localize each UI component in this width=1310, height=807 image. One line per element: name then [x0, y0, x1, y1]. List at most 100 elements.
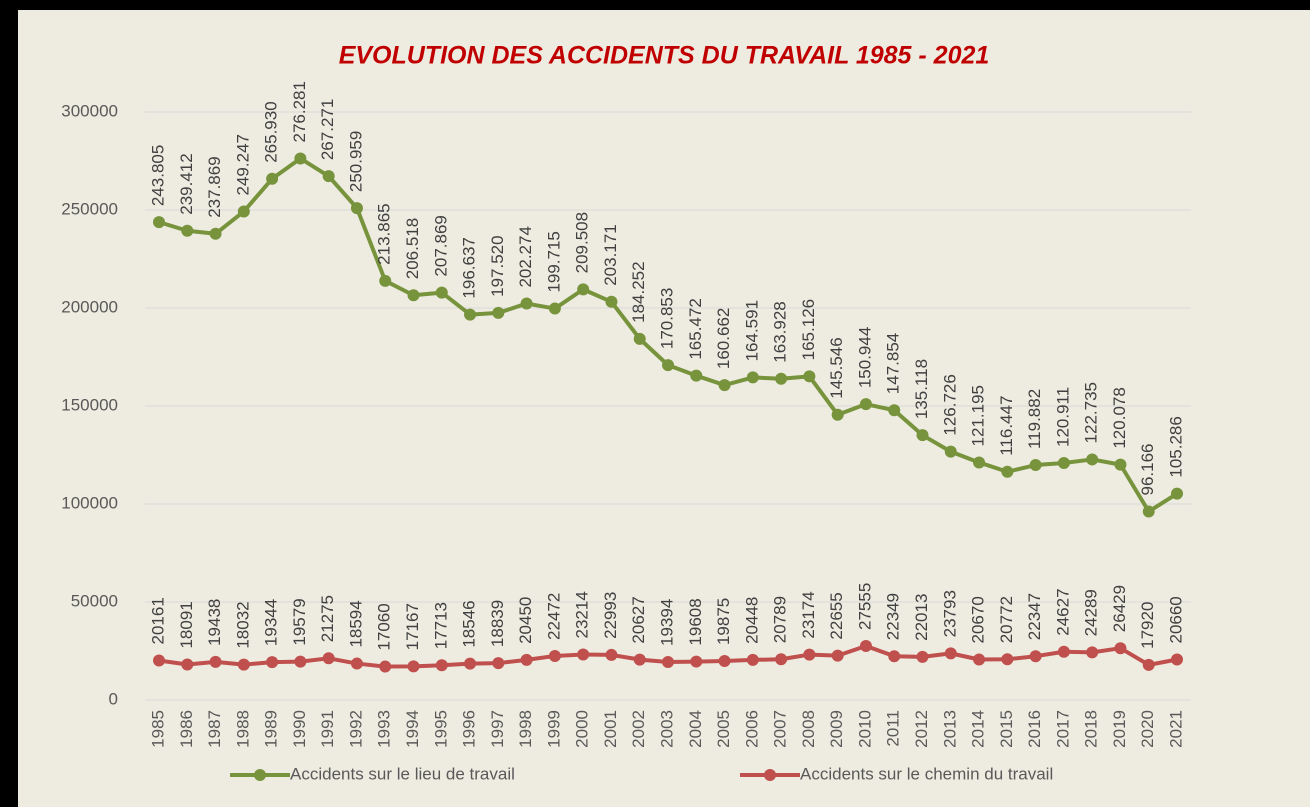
data-label: 164.591 [742, 300, 761, 361]
data-label: 22347 [1025, 593, 1044, 640]
data-point [1086, 646, 1099, 659]
data-point [973, 653, 986, 666]
data-point [803, 370, 816, 383]
x-tick-label: 2018 [1082, 710, 1101, 748]
data-label: 265.930 [262, 101, 281, 162]
data-point [831, 408, 844, 421]
data-label: 18091 [177, 601, 196, 648]
data-point [633, 653, 646, 666]
x-tick-label: 1994 [403, 710, 422, 748]
data-label: 249.247 [233, 134, 252, 195]
x-tick-label: 2003 [657, 710, 676, 748]
data-point [916, 429, 929, 442]
data-point [1142, 658, 1155, 671]
data-point [435, 286, 448, 299]
data-label: 17713 [431, 602, 450, 649]
data-label: 122.735 [1082, 382, 1101, 443]
data-label: 145.546 [827, 337, 846, 398]
y-tick-label: 200000 [61, 297, 118, 316]
data-point [633, 332, 646, 345]
data-point [322, 652, 335, 665]
x-tick-label: 2012 [912, 710, 931, 748]
data-point [803, 648, 816, 661]
data-label: 202.274 [516, 226, 535, 287]
y-tick-label: 50000 [71, 591, 118, 610]
x-tick-label: 2015 [997, 710, 1016, 748]
x-tick-label: 1989 [262, 710, 281, 748]
data-point [520, 297, 533, 310]
data-label: 150.944 [855, 327, 874, 388]
data-label: 19394 [657, 599, 676, 646]
x-tick-label: 1992 [346, 710, 365, 748]
legend-marker [254, 769, 266, 781]
data-label: 213.865 [375, 203, 394, 264]
x-tick-label: 1995 [431, 710, 450, 748]
data-label: 116.447 [997, 396, 1016, 456]
data-label: 18546 [460, 600, 479, 647]
data-label: 206.518 [403, 218, 422, 279]
data-label: 105.286 [1166, 416, 1185, 477]
data-point [831, 649, 844, 662]
x-tick-label: 1996 [460, 710, 479, 748]
data-label: 120.911 [1053, 387, 1072, 447]
data-label: 22993 [601, 592, 620, 639]
data-point [718, 655, 731, 668]
data-point [209, 227, 222, 240]
data-label: 27555 [855, 583, 874, 630]
data-label: 199.715 [544, 231, 563, 292]
x-tick-label: 1990 [290, 710, 309, 748]
data-point [520, 653, 533, 666]
y-tick-label: 250000 [61, 199, 118, 218]
data-label: 23174 [799, 591, 818, 638]
data-label: 17167 [403, 603, 422, 650]
data-label: 96.166 [1138, 444, 1157, 496]
data-label: 20660 [1166, 596, 1185, 643]
data-point [1057, 645, 1070, 658]
data-point [1114, 642, 1127, 655]
x-tick-label: 2014 [969, 710, 988, 748]
data-point [859, 639, 872, 652]
x-tick-label: 1991 [318, 710, 337, 748]
data-point [492, 657, 505, 670]
x-tick-label: 1997 [488, 710, 507, 748]
data-point [294, 655, 307, 668]
data-point [379, 274, 392, 287]
data-point [492, 306, 505, 319]
data-label: 237.869 [205, 156, 224, 217]
data-point [859, 398, 872, 411]
x-tick-label: 2000 [573, 710, 592, 748]
data-point [1086, 453, 1099, 466]
data-point [322, 170, 335, 183]
data-point [181, 224, 194, 237]
data-label: 20670 [969, 596, 988, 643]
data-label: 22472 [544, 593, 563, 640]
data-point [662, 359, 674, 372]
data-label: 165.472 [686, 298, 705, 359]
data-label: 135.118 [912, 359, 931, 419]
data-label: 19579 [290, 598, 309, 645]
data-label: 18839 [488, 600, 507, 647]
data-point [350, 202, 363, 215]
data-label: 22349 [884, 593, 903, 640]
data-point [775, 653, 788, 666]
data-point [916, 650, 929, 663]
y-tick-label: 300000 [61, 101, 118, 120]
x-tick-label: 2017 [1053, 710, 1072, 748]
data-point [266, 172, 279, 185]
data-label: 160.662 [714, 308, 733, 369]
x-tick-label: 2021 [1166, 710, 1185, 748]
data-label: 121.195 [969, 385, 988, 446]
data-point [266, 656, 279, 669]
data-point [577, 283, 590, 296]
data-label: 184.252 [629, 261, 648, 322]
data-point [1001, 465, 1014, 478]
x-tick-label: 1993 [375, 710, 394, 748]
y-tick-label: 150000 [61, 395, 118, 414]
data-label: 267.271 [318, 99, 337, 160]
data-label: 20450 [516, 597, 535, 644]
x-tick-label: 2008 [799, 710, 818, 748]
x-tick-label: 2005 [714, 710, 733, 748]
chart-background [18, 10, 1310, 807]
